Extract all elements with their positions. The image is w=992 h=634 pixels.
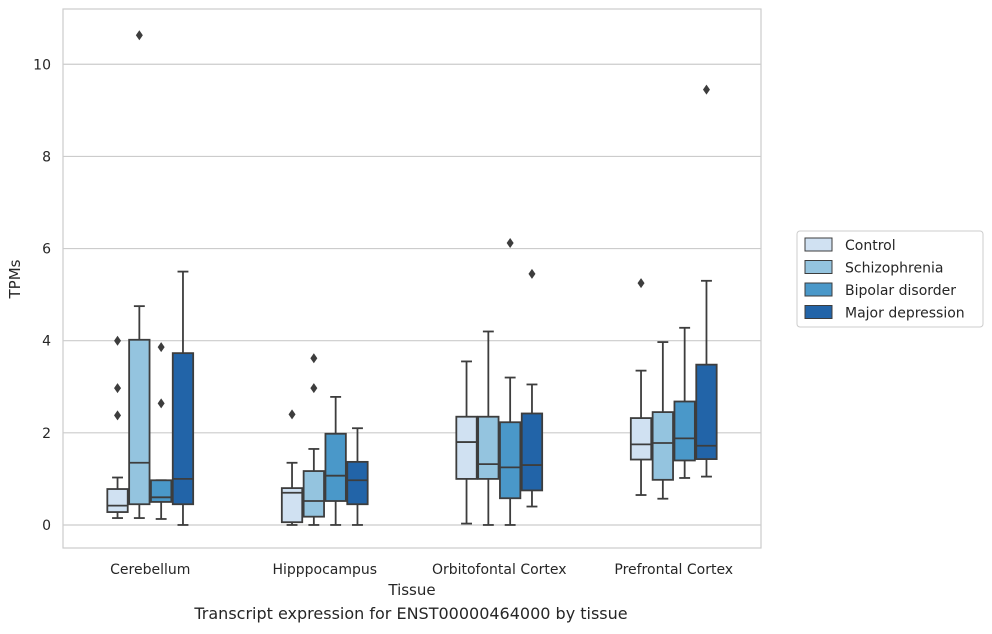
y-tick-label: 6 xyxy=(42,242,51,258)
box xyxy=(346,460,369,506)
outlier-point xyxy=(135,30,143,41)
outlier-point xyxy=(506,238,514,249)
x-tick-label: Hipppocampus xyxy=(272,562,377,578)
outlier-point xyxy=(114,410,122,421)
box xyxy=(324,432,347,502)
y-tick-labels: 0 2 4 6 8 10 xyxy=(33,57,51,534)
box xyxy=(651,411,674,481)
legend-swatch xyxy=(804,237,833,252)
box xyxy=(280,487,304,524)
outlier-point xyxy=(310,353,318,364)
outlier-point xyxy=(114,383,122,394)
outlier-point xyxy=(310,383,318,394)
legend-swatch xyxy=(804,260,833,274)
y-tick-label: 2 xyxy=(42,426,51,442)
box xyxy=(499,421,522,500)
outlier-point xyxy=(114,335,122,346)
legend-label: Schizophrenia xyxy=(845,261,943,277)
x-axis-label: Tissue xyxy=(387,581,435,599)
outlier-point xyxy=(702,84,710,95)
outlier-point xyxy=(528,268,536,279)
box xyxy=(477,415,500,480)
y-tick-label: 8 xyxy=(42,149,51,165)
x-tick-label: Cerebellum xyxy=(110,562,190,578)
x-tick-labels: Cerebellum Hipppocampus Orbitofontal Corte… xyxy=(110,562,733,578)
legend-label: Bipolar disorder xyxy=(845,283,956,299)
legend: Control Schizophrenia Bipolar disorder Majo… xyxy=(796,230,984,328)
box xyxy=(673,400,696,462)
outlier-point xyxy=(157,398,165,409)
box xyxy=(106,488,129,513)
box xyxy=(520,412,544,492)
outlier-point xyxy=(288,409,296,420)
legend-swatch xyxy=(804,305,833,319)
box xyxy=(302,470,325,518)
y-axis-label: TPMs xyxy=(6,259,24,299)
outlier-point xyxy=(157,342,165,353)
y-tick-label: 10 xyxy=(33,57,51,73)
y-tick-label: 0 xyxy=(42,518,51,534)
box xyxy=(128,338,151,506)
legend-label: Major depression xyxy=(845,306,965,322)
x-tick-label: Orbitofontal Cortex xyxy=(432,562,567,578)
outlier-point xyxy=(637,278,645,289)
box xyxy=(629,417,653,461)
chart-caption: Transcript expression for ENST0000046400… xyxy=(194,604,628,623)
x-tick-label: Prefrontal Cortex xyxy=(614,562,733,578)
box xyxy=(455,415,478,480)
legend-swatch xyxy=(804,282,833,297)
box-series xyxy=(106,30,718,526)
box xyxy=(695,363,718,460)
box xyxy=(171,352,195,506)
legend-frame xyxy=(796,230,984,328)
y-tick-label: 4 xyxy=(42,334,51,350)
legend-label: Control xyxy=(845,238,896,254)
box xyxy=(150,479,173,503)
